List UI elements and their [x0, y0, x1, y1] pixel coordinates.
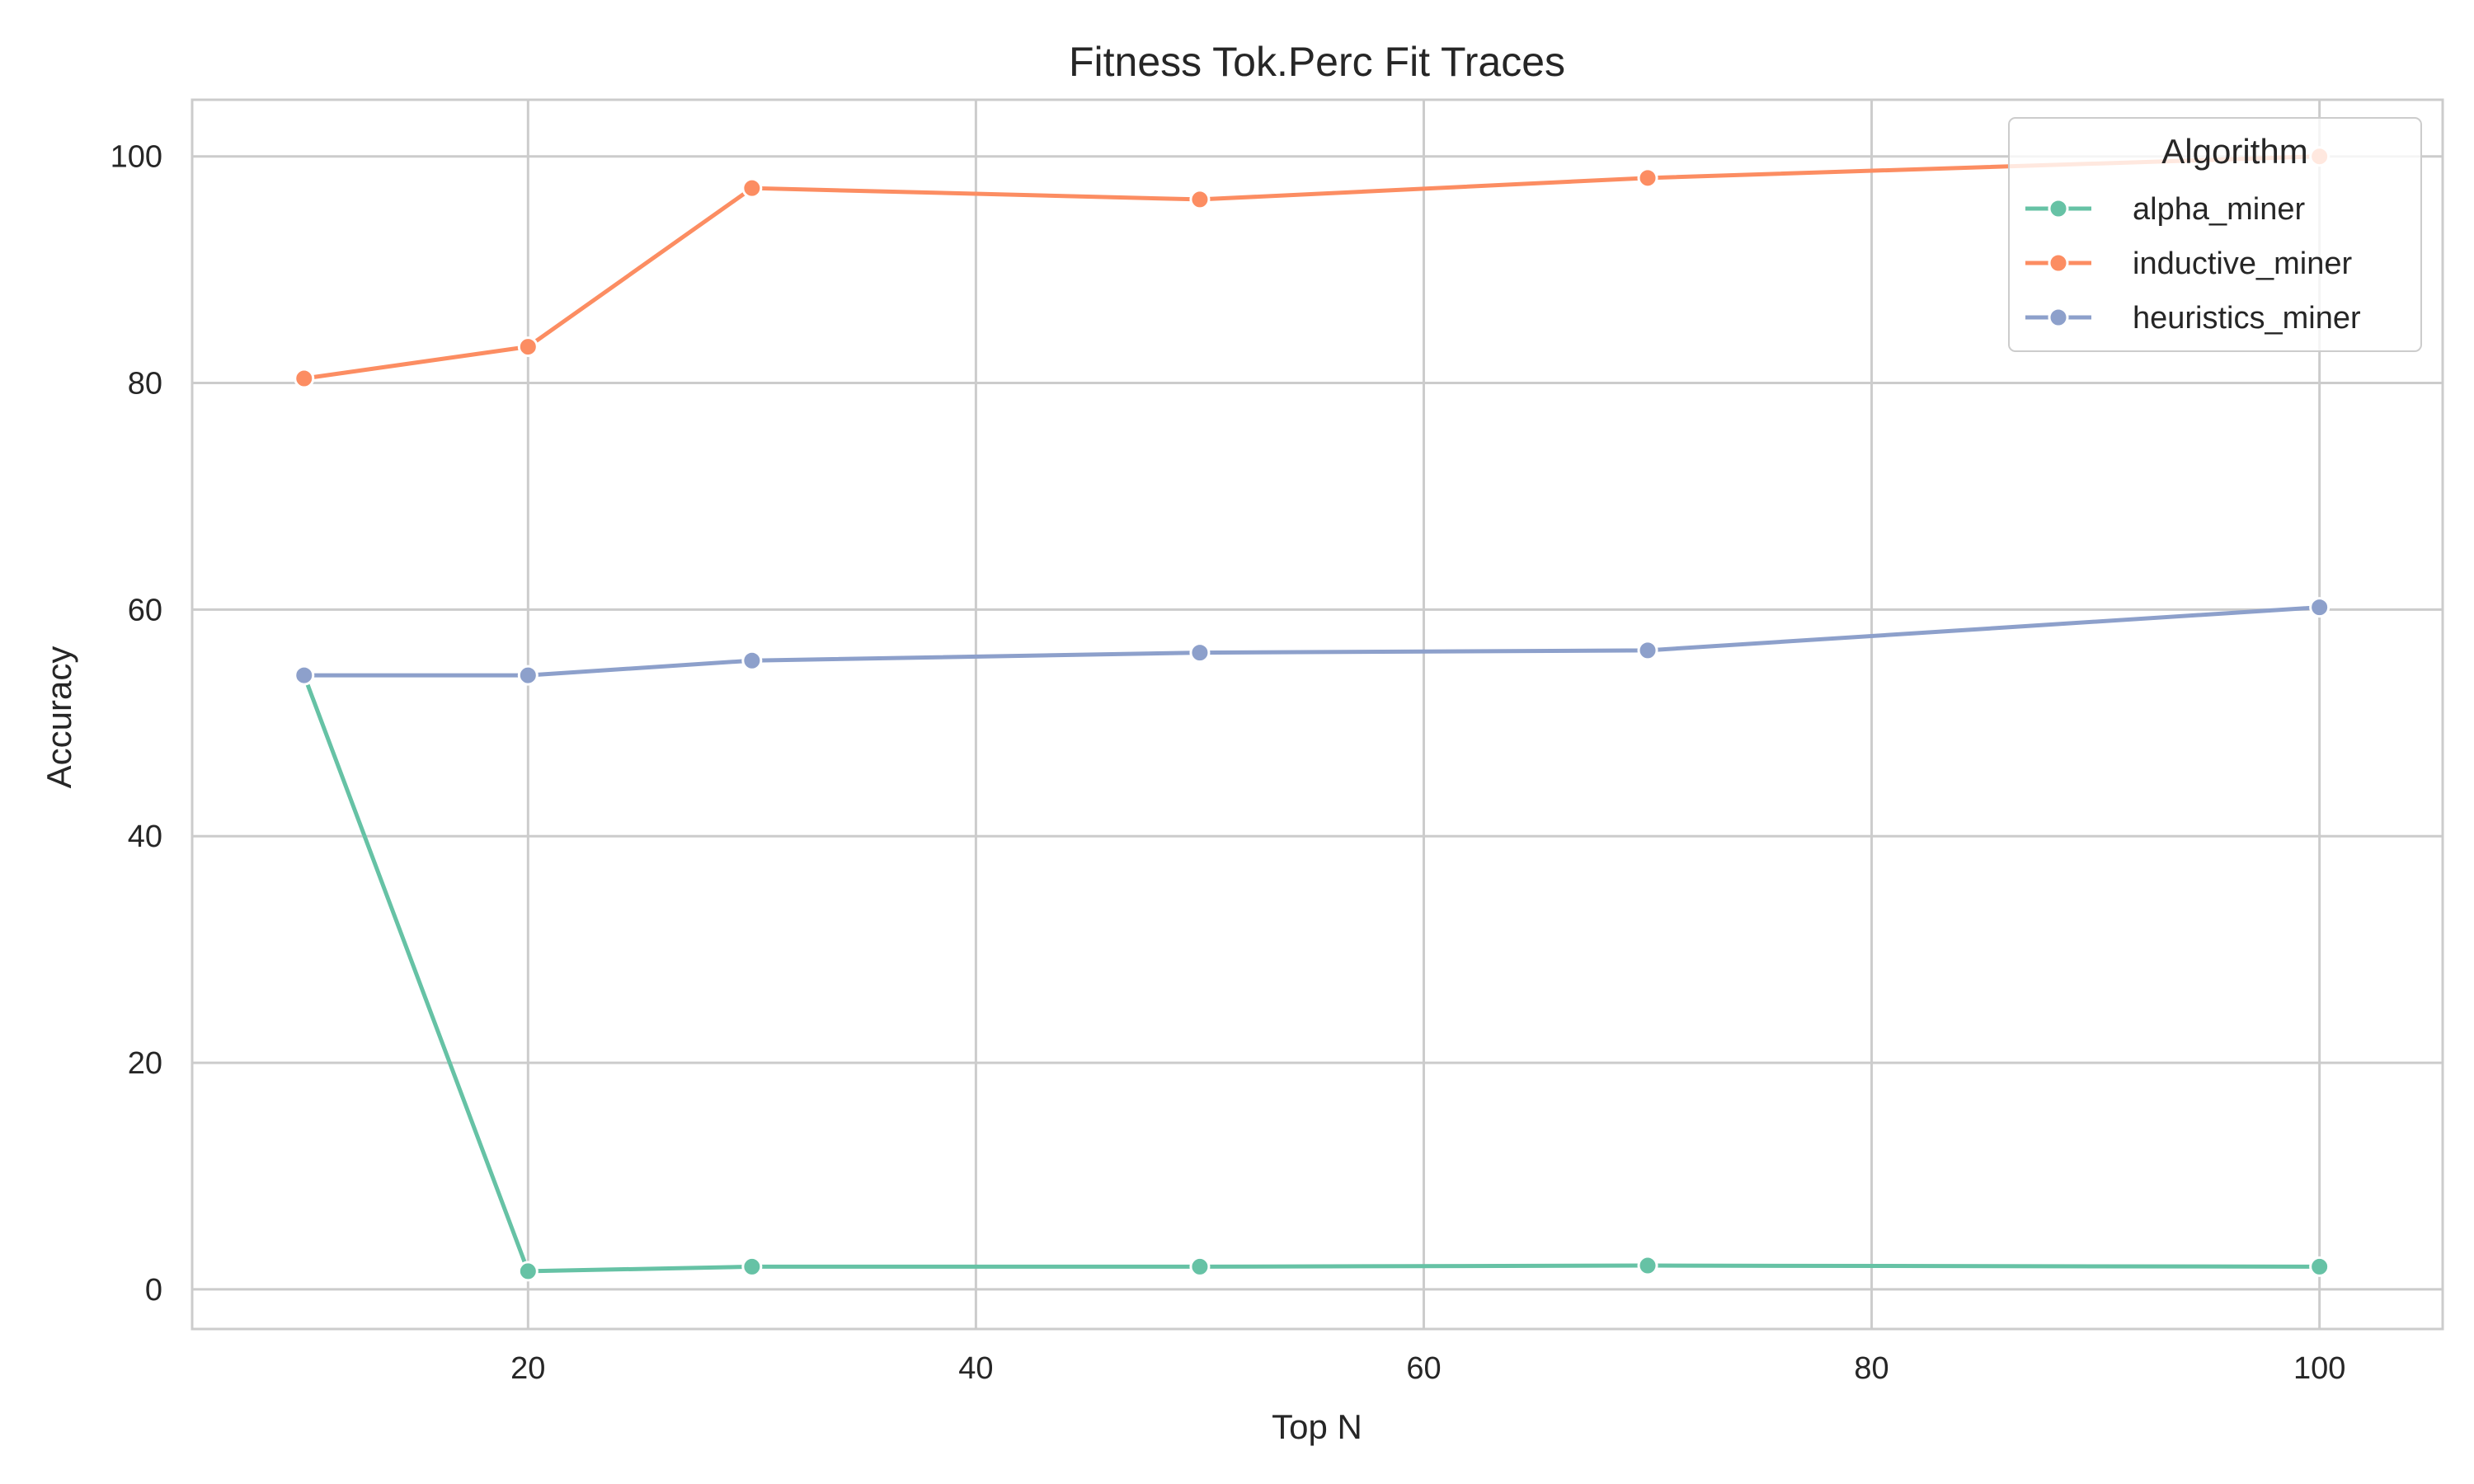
- x-tick-label: 40: [958, 1351, 993, 1386]
- data-point: [741, 1256, 763, 1277]
- data-point: [2309, 1256, 2331, 1277]
- x-tick-label: 20: [510, 1351, 545, 1386]
- x-tick-label: 60: [1406, 1351, 1441, 1386]
- series-line: [302, 673, 2322, 1274]
- data-point: [1637, 640, 1658, 661]
- legend-item-alpha_miner: alpha_miner: [2025, 192, 2305, 227]
- series-line: [302, 605, 2322, 678]
- data-point: [517, 1261, 539, 1282]
- data-point: [2309, 597, 2331, 618]
- legend-marker: [2048, 198, 2069, 219]
- data-point: [1189, 189, 1211, 210]
- legend-items: alpha_miner inductive_miner heuristics_min…: [2025, 192, 2361, 336]
- y-tick-label: 100: [111, 140, 162, 175]
- legend-item-inductive_miner: inductive_miner: [2025, 247, 2352, 281]
- series-heuristics_miner: [294, 597, 2331, 686]
- y-tick-label: 40: [128, 819, 162, 854]
- plot-area-frame: [190, 98, 2444, 1331]
- tick-labels: 20 40 60 80 100 0 20 40 60 80 100: [111, 140, 2346, 1386]
- x-axis-title: Top N: [1272, 1407, 1362, 1446]
- data-point: [517, 665, 539, 686]
- data-point: [1637, 167, 1658, 189]
- y-tick-label: 0: [145, 1273, 162, 1308]
- series-line: [302, 154, 2322, 381]
- chart-title: Fitness Tok.Perc Fit Traces: [1069, 39, 1565, 85]
- legend-marker: [2048, 307, 2069, 328]
- data-point: [517, 336, 539, 358]
- data-point: [741, 177, 763, 199]
- legend-box: [2008, 117, 2422, 352]
- x-tick-label: 80: [1854, 1351, 1888, 1386]
- y-tick-label: 80: [128, 367, 162, 402]
- legend-marker: [2048, 252, 2069, 274]
- y-axis-title: Accuracy: [40, 646, 78, 789]
- legend-label: inductive_miner: [2133, 247, 2352, 281]
- legend-label: alpha_miner: [2133, 192, 2305, 227]
- legend-title: Algorithm: [2161, 132, 2307, 171]
- data-point: [1189, 642, 1211, 664]
- legend: Algorithm alpha_miner inductive_minerheur…: [2008, 117, 2422, 352]
- legend-item-heuristics_miner: heuristics_miner: [2025, 301, 2361, 336]
- data-point: [741, 650, 763, 671]
- legend-label: heuristics_miner: [2133, 301, 2361, 336]
- data-point: [294, 368, 315, 389]
- data-point: [1637, 1255, 1658, 1276]
- y-tick-label: 60: [128, 593, 162, 627]
- data-point: [1189, 1256, 1211, 1277]
- y-tick-label: 20: [128, 1046, 162, 1081]
- x-tick-label: 100: [2293, 1351, 2345, 1386]
- data-point: [294, 665, 315, 686]
